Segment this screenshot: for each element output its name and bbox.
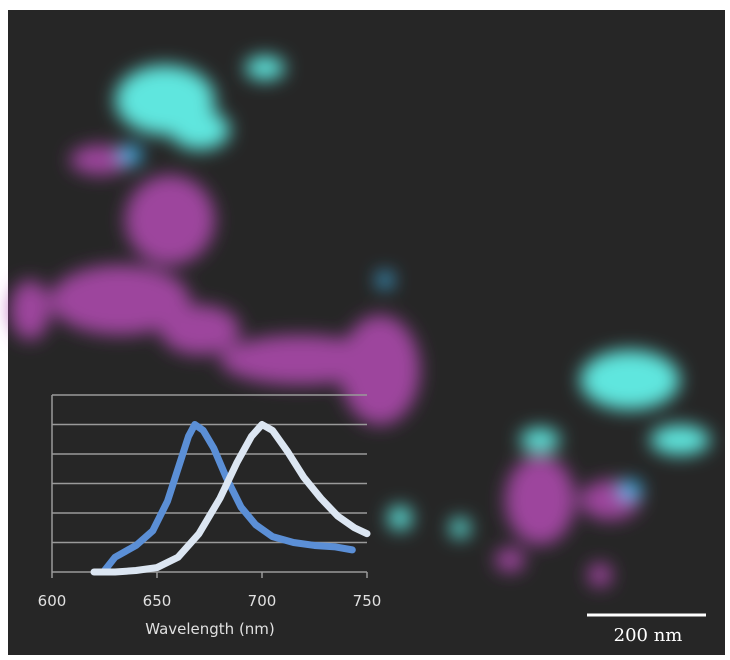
spectrum-chart: Wavelength (nm) 600 650 700 750 <box>38 394 382 638</box>
spectrum-line <box>101 421 356 575</box>
x-tick-label: 600 <box>38 592 67 610</box>
x-tick-label: 700 <box>248 592 277 610</box>
spectrum-line <box>90 421 371 576</box>
x-tick-label: 750 <box>353 592 382 610</box>
micrograph <box>10 56 710 587</box>
scale-bar-label: 200 nm <box>614 625 683 646</box>
x-tick-label: 650 <box>143 592 172 610</box>
x-axis-label: Wavelength (nm) <box>145 620 275 638</box>
